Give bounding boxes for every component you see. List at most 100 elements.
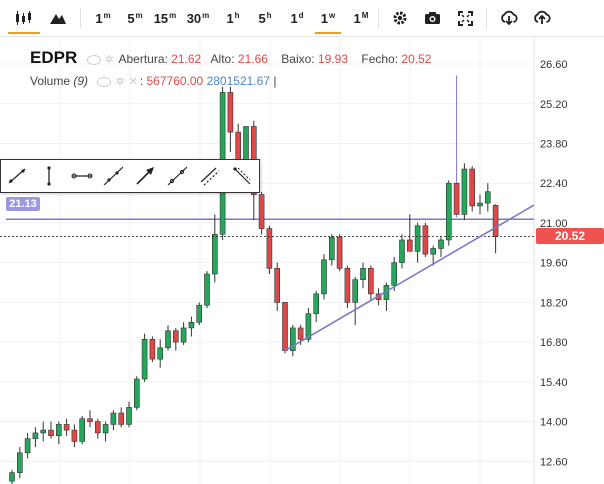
extended-line-tool[interactable]	[166, 164, 190, 188]
eye-icon[interactable]	[86, 54, 101, 65]
candle-body[interactable]	[157, 347, 163, 360]
candle-body[interactable]	[79, 418, 85, 442]
candle-body[interactable]	[126, 407, 132, 425]
candle-body[interactable]	[24, 438, 31, 454]
candle-body[interactable]	[352, 279, 359, 303]
candle-body[interactable]	[367, 268, 374, 295]
candle-body[interactable]	[344, 268, 351, 303]
mountain-chart-button[interactable]	[44, 4, 72, 32]
candle-body[interactable]	[266, 228, 273, 269]
candle-body[interactable]	[414, 225, 421, 252]
extended-line-icon	[167, 166, 188, 186]
candle-body[interactable]	[336, 236, 343, 269]
candle-body[interactable]	[102, 424, 109, 434]
candle-body[interactable]	[469, 168, 476, 207]
settings-button[interactable]	[388, 4, 412, 32]
candle-body[interactable]	[438, 239, 444, 249]
horizontal-segment-tool[interactable]	[70, 164, 94, 188]
candle-body[interactable]	[149, 338, 156, 360]
candle-body[interactable]	[134, 378, 140, 408]
download-button[interactable]	[496, 4, 522, 32]
timeframe-30m-button[interactable]: 30 m	[185, 4, 211, 32]
close-icon[interactable]: ✕	[128, 76, 138, 88]
upload-icon	[534, 10, 551, 24]
candle-body[interactable]	[360, 268, 366, 280]
candle-body[interactable]	[313, 293, 320, 315]
candle-body[interactable]	[16, 452, 23, 473]
trend-line-tool[interactable]	[6, 164, 30, 188]
candle-body[interactable]	[445, 182, 452, 241]
arrow-tool[interactable]	[134, 164, 158, 188]
candle-body[interactable]	[118, 412, 124, 425]
price-tick-label: 14.00	[540, 417, 568, 429]
price-tick-label: 22.40	[540, 178, 568, 190]
candle-body[interactable]	[212, 233, 218, 275]
candle-body[interactable]	[9, 472, 15, 482]
candle-body[interactable]	[274, 268, 281, 303]
candle-body[interactable]	[40, 429, 47, 434]
fib-retracement-tool[interactable]	[230, 164, 254, 188]
candle-body[interactable]	[227, 92, 234, 133]
candle-body[interactable]	[321, 259, 327, 295]
candle-body[interactable]	[477, 202, 483, 207]
candle-body[interactable]	[196, 304, 202, 323]
gear-icon[interactable]: ✲	[115, 76, 125, 88]
candle-body[interactable]	[399, 239, 405, 263]
candle-body[interactable]	[188, 321, 195, 329]
price-chart[interactable]: 26.60 25.20 23.80 22.40 21.00 19.60 18.20 16.80…	[0, 37, 604, 484]
candle-body[interactable]	[48, 429, 54, 437]
candle-body[interactable]	[204, 273, 210, 306]
vertical-line-tool[interactable]	[38, 164, 62, 188]
candle-body[interactable]	[453, 182, 460, 215]
candle-body[interactable]	[289, 327, 296, 351]
candle-body[interactable]	[63, 424, 70, 431]
candle-body[interactable]	[461, 168, 468, 215]
trend-line[interactable]	[284, 204, 535, 352]
candle-body[interactable]	[32, 432, 39, 439]
trend-line-icon	[8, 168, 26, 184]
chart-area[interactable]: 26.60 25.20 23.80 22.40 21.00 19.60 18.20 16.80…	[0, 37, 604, 484]
candle-body[interactable]	[305, 313, 312, 340]
candle-body[interactable]	[282, 302, 288, 351]
candle-body[interactable]	[484, 191, 491, 204]
candle-body[interactable]	[391, 262, 398, 286]
candle-body[interactable]	[243, 126, 249, 164]
price-tick-label: 18.20	[540, 297, 568, 309]
timeframe-15m-button[interactable]: 15 m	[152, 4, 178, 32]
candle-body[interactable]	[430, 248, 437, 255]
upload-button[interactable]	[529, 4, 555, 32]
candle-body[interactable]	[55, 424, 62, 437]
ray-icon	[103, 166, 124, 186]
vertical-line-icon	[47, 166, 51, 186]
ohlc-legend: EDPR ✲ Abertura: 21.62 Alto: 21.66 Baixo…	[30, 48, 431, 68]
candlestick-chart-button[interactable]	[8, 4, 40, 34]
candle-body[interactable]	[173, 330, 179, 343]
candle-body[interactable]	[110, 412, 117, 425]
candle-body[interactable]	[258, 194, 265, 229]
eye-icon[interactable]	[97, 76, 112, 87]
candle-body[interactable]	[87, 418, 93, 422]
candle-body[interactable]	[95, 421, 101, 434]
candle-body[interactable]	[141, 338, 148, 380]
candle-body[interactable]	[71, 429, 78, 442]
candle-body[interactable]	[406, 239, 413, 252]
candle-body[interactable]	[180, 327, 187, 343]
gear-icon[interactable]: ✲	[104, 54, 114, 66]
candle-body[interactable]	[297, 327, 304, 340]
parallel-channel-tool[interactable]	[198, 164, 222, 188]
horizontal-line-price-label[interactable]: 21.13	[6, 197, 40, 211]
candle-body[interactable]	[165, 330, 171, 349]
candle-body[interactable]	[422, 225, 429, 255]
candle-body[interactable]	[492, 205, 499, 237]
ray-tool[interactable]	[102, 164, 126, 188]
fullscreen-button[interactable]	[453, 4, 477, 32]
candle-body[interactable]	[328, 236, 335, 261]
screenshot-button[interactable]	[420, 4, 444, 32]
